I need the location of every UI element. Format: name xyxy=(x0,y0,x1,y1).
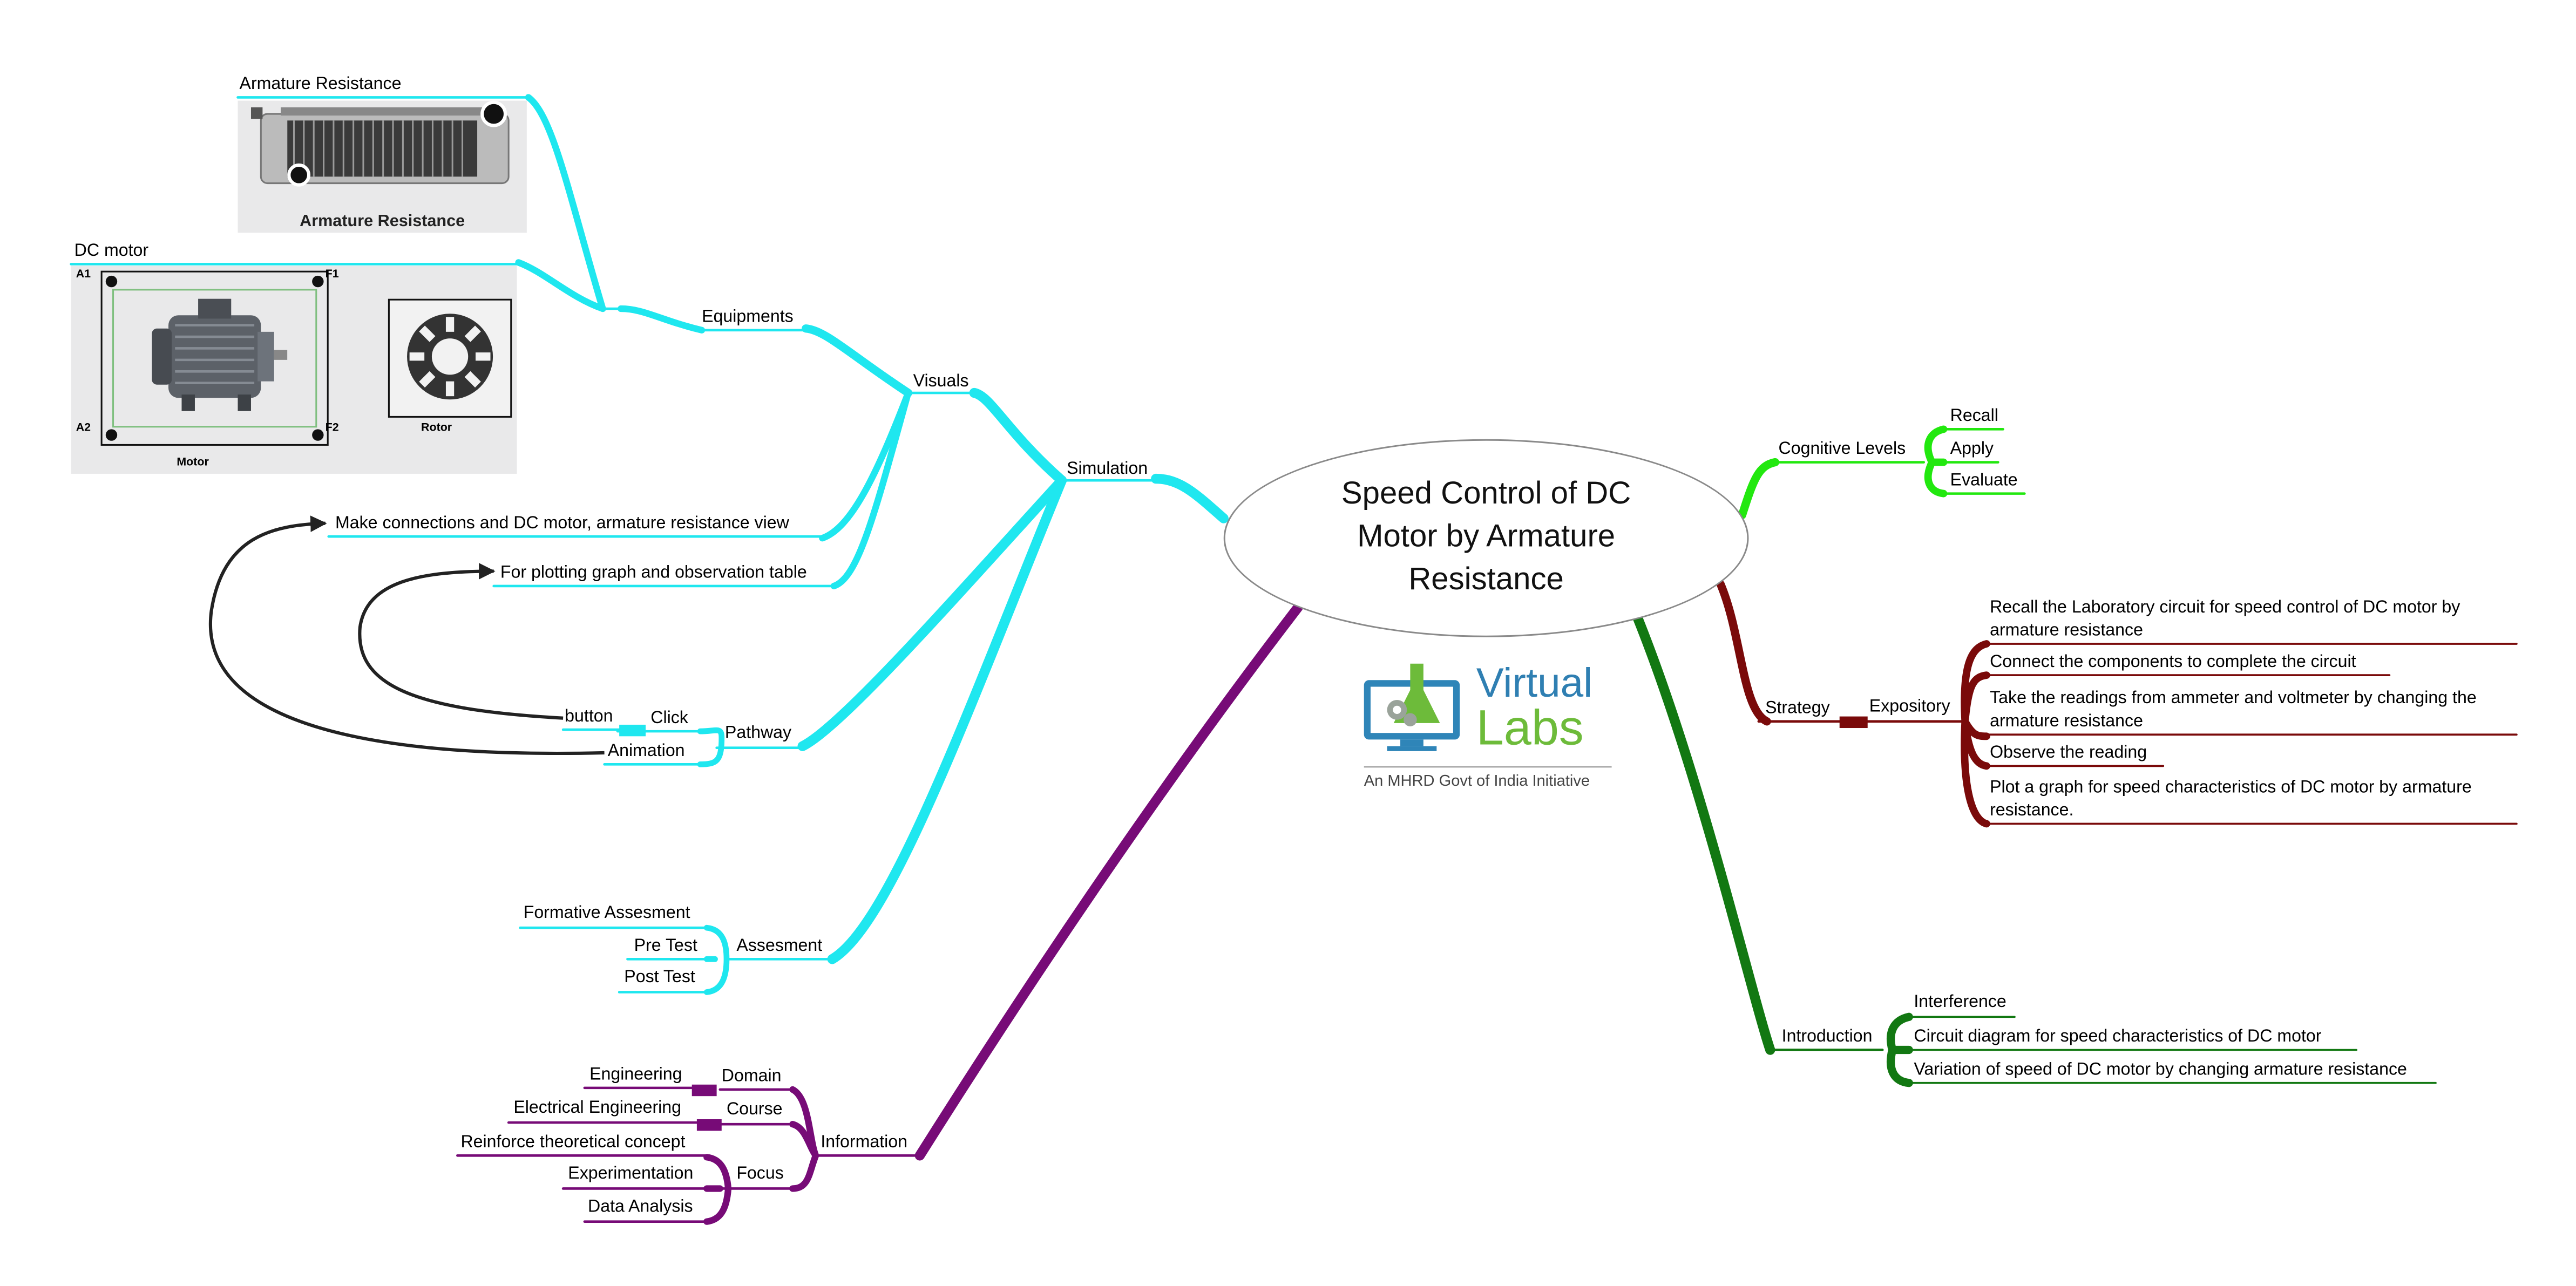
cognitive-branch xyxy=(1738,425,2026,520)
strategy-branch xyxy=(1716,580,2518,828)
node-visuals[interactable]: Visuals xyxy=(913,371,969,391)
rheostat-icon xyxy=(250,100,510,187)
node-strategy[interactable]: Strategy xyxy=(1765,698,1830,718)
node-click[interactable]: Click xyxy=(650,708,688,729)
node-simulation[interactable]: Simulation xyxy=(1067,459,1148,479)
introduction-branch xyxy=(1633,614,2437,1087)
node-expository-item-1[interactable]: Recall the Laboratory circuit for speed … xyxy=(1990,597,2460,641)
armature-caption: Armature Resistance xyxy=(300,213,465,232)
node-reinforce-theoretical-concept[interactable]: Reinforce theoretical concept xyxy=(460,1132,686,1153)
logo-virtual: Virtual xyxy=(1476,660,1593,707)
terminal-a1: A1 xyxy=(76,269,91,281)
terminal-f2: F2 xyxy=(325,423,339,434)
button-arrow xyxy=(358,563,564,720)
node-expository-item-4[interactable]: Observe the reading xyxy=(1990,743,2147,763)
simulation-branch xyxy=(70,94,1229,995)
node-electrical-engineering[interactable]: Electrical Engineering xyxy=(513,1098,682,1118)
node-engineering[interactable]: Engineering xyxy=(589,1065,682,1085)
rotor-frame xyxy=(388,298,512,418)
node-pathway[interactable]: Pathway xyxy=(724,723,792,743)
node-animation[interactable]: Animation xyxy=(607,741,685,761)
node-armature-resistance[interactable]: Armature Resistance xyxy=(239,74,402,94)
node-expository-item-2[interactable]: Connect the components to complete the c… xyxy=(1990,652,2356,672)
node-information[interactable]: Information xyxy=(821,1132,908,1153)
node-cognitive-levels[interactable]: Cognitive Levels xyxy=(1778,439,1906,459)
node-button[interactable]: button xyxy=(565,706,613,726)
logo-labs: Labs xyxy=(1476,702,1584,757)
motor-caption: Motor xyxy=(177,457,209,469)
node-equipments[interactable]: Equipments xyxy=(702,307,794,327)
node-course[interactable]: Course xyxy=(726,1099,783,1120)
node-variation-of-speed[interactable]: Variation of speed of DC motor by changi… xyxy=(1914,1059,2407,1080)
node-dc-motor[interactable]: DC motor xyxy=(74,241,149,261)
node-expository-item-5[interactable]: Plot a graph for speed characteristics o… xyxy=(1990,777,2472,821)
node-domain[interactable]: Domain xyxy=(721,1066,782,1086)
node-focus[interactable]: Focus xyxy=(736,1163,784,1184)
node-plotting[interactable]: For plotting graph and observation table xyxy=(500,563,807,583)
node-expository-item-3[interactable]: Take the readings from ammeter and voltm… xyxy=(1990,688,2477,732)
node-experimentation[interactable]: Experimentation xyxy=(568,1163,694,1184)
logo-tagline: An MHRD Govt of India Initiative xyxy=(1364,772,1590,791)
motor-frame xyxy=(100,270,329,446)
information-branch xyxy=(456,602,1303,1225)
node-introduction[interactable]: Introduction xyxy=(1781,1026,1873,1047)
central-topic[interactable]: Speed Control of DC Motor by Armature Re… xyxy=(1223,439,1749,637)
node-data-analysis[interactable]: Data Analysis xyxy=(588,1196,693,1217)
central-topic-label: Speed Control of DC Motor by Armature Re… xyxy=(1341,477,1631,598)
node-assesment[interactable]: Assesment xyxy=(736,936,823,956)
virtual-labs-logo: Virtual Labs An MHRD Govt of India Initi… xyxy=(1361,657,1615,795)
node-interference[interactable]: Interference xyxy=(1914,992,2006,1012)
animation-arrow xyxy=(208,515,605,756)
node-post-test[interactable]: Post Test xyxy=(624,967,695,988)
flask-monitor-icon xyxy=(1364,663,1460,751)
node-make-connections[interactable]: Make connections and DC motor, armature … xyxy=(335,513,789,534)
node-evaluate[interactable]: Evaluate xyxy=(1950,470,2018,491)
armature-resistance-image: Armature Resistance xyxy=(238,100,527,233)
dc-motor-image: A1 F1 A2 F2 Motor Rotor xyxy=(71,266,517,474)
rotor-caption: Rotor xyxy=(421,423,452,434)
node-recall[interactable]: Recall xyxy=(1950,406,1998,426)
rotor-icon xyxy=(407,314,493,400)
terminal-a2: A2 xyxy=(76,423,91,434)
node-formative-assesment[interactable]: Formative Assesment xyxy=(523,903,690,923)
node-expository[interactable]: Expository xyxy=(1869,696,1950,717)
motor-icon xyxy=(152,298,288,411)
terminal-f1: F1 xyxy=(325,269,339,281)
node-circuit-diagram[interactable]: Circuit diagram for speed characteristic… xyxy=(1914,1026,2322,1047)
node-pre-test[interactable]: Pre Test xyxy=(634,936,697,956)
node-apply[interactable]: Apply xyxy=(1950,439,1994,459)
